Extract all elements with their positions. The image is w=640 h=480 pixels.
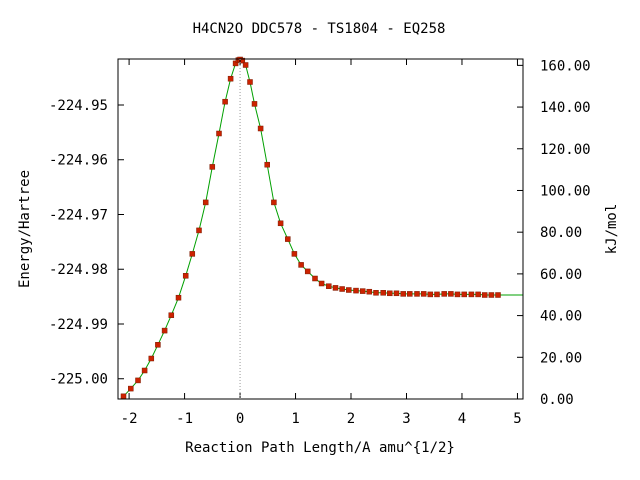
data-point (393, 290, 400, 297)
x-tick-label: 0 (236, 411, 244, 427)
data-point (128, 385, 134, 392)
data-point (189, 251, 196, 257)
data-point (209, 164, 216, 170)
data-point (251, 101, 258, 107)
y2-axis-label: kJ/mol (604, 204, 620, 255)
data-point (312, 275, 318, 282)
data-point (216, 130, 222, 137)
data-point (366, 288, 373, 295)
y-tick-label: -224.98 (49, 262, 108, 278)
data-point (488, 292, 495, 298)
data-point (400, 291, 406, 297)
y2-tick-label: 40.00 (540, 309, 582, 325)
data-point (232, 60, 239, 67)
x-tick-label: 3 (402, 411, 410, 427)
y2-tick-label: 80.00 (540, 225, 582, 241)
x-tick-label: 1 (291, 411, 299, 427)
data-point (257, 125, 264, 132)
y2-tick-label: 120.00 (540, 142, 591, 158)
y-tick-label: -224.99 (49, 317, 108, 333)
y2-tick-label: 20.00 (540, 350, 582, 366)
data-point (196, 227, 202, 234)
x-tick-label: -1 (176, 411, 193, 427)
y2-tick-label: 60.00 (540, 267, 582, 283)
data-point (414, 291, 420, 297)
data-point (339, 286, 345, 292)
data-point (353, 287, 359, 294)
data-point (304, 268, 311, 275)
data-point (380, 290, 386, 296)
y2-tick-label: 100.00 (540, 183, 591, 199)
data-point (475, 291, 481, 298)
data-point (468, 291, 475, 298)
data-point (298, 262, 304, 268)
data-point (141, 367, 148, 374)
y2-tick-label: 140.00 (540, 100, 591, 116)
data-point (427, 291, 434, 298)
data-point (434, 291, 440, 298)
data-point (387, 290, 393, 297)
data-point (461, 291, 467, 298)
data-point (373, 290, 379, 296)
data-point (202, 199, 209, 206)
data-point (285, 236, 291, 242)
y-tick-label: -225.00 (49, 372, 108, 388)
data-point (495, 292, 501, 298)
data-point (454, 291, 461, 298)
data-point (242, 62, 249, 68)
data-point (318, 280, 325, 287)
x-tick-label: 2 (347, 411, 355, 427)
y-tick-label: -224.96 (49, 153, 108, 169)
data-point (182, 273, 189, 279)
x-tick-label: 5 (513, 411, 521, 427)
data-point (168, 312, 175, 318)
y2-tick-label: 0.00 (540, 392, 574, 408)
data-point (120, 393, 127, 400)
data-point (448, 291, 454, 297)
x-tick-label: -2 (121, 411, 138, 427)
data-point (441, 291, 447, 297)
data-point (271, 199, 277, 206)
x-tick-label: 4 (458, 411, 466, 427)
y-tick-label: -224.95 (49, 98, 108, 114)
data-point (291, 251, 298, 257)
data-point (420, 291, 427, 297)
data-point (148, 355, 155, 362)
data-point (135, 377, 141, 384)
chart-title: H4CN2O DDC578 - TS1804 - EQ258 (193, 21, 446, 37)
y-tick-label: -224.97 (49, 207, 108, 223)
data-point (346, 287, 352, 293)
y-axis-label: Energy/Hartree (17, 170, 33, 288)
y2-tick-label: 160.00 (540, 58, 591, 74)
plot-frame (117, 58, 524, 400)
x-axis-label: Reaction Path Length/A amu^{1/2} (185, 440, 455, 456)
data-point (161, 327, 168, 334)
data-point (481, 292, 488, 298)
data-point (175, 294, 182, 301)
data-point (155, 342, 161, 348)
data-point (222, 98, 228, 105)
data-point (359, 288, 366, 294)
data-point (247, 79, 253, 85)
data-point (332, 285, 339, 291)
data-point (227, 75, 234, 82)
data-point (326, 283, 332, 289)
data-point (264, 161, 270, 168)
data-point (277, 220, 284, 227)
data-point (407, 291, 413, 297)
reaction-path-curve (123, 58, 523, 397)
